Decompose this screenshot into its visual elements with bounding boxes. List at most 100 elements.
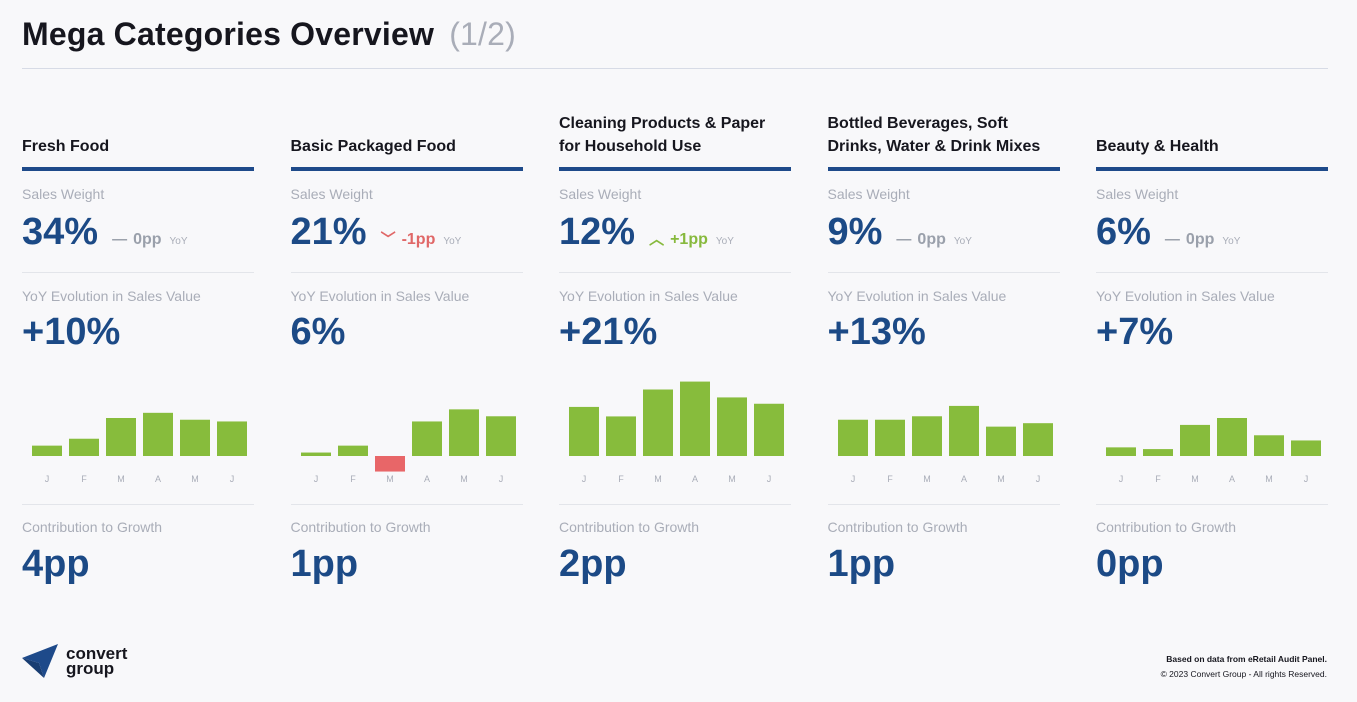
sales-weight-value: 12% bbox=[559, 211, 636, 253]
bar-2 bbox=[106, 418, 136, 456]
category-card: Fresh Food Sales Weight 34% — 0pp YoY YoY … bbox=[22, 110, 254, 590]
divider bbox=[22, 272, 254, 273]
chevron-up-icon: ︿ bbox=[649, 231, 665, 248]
bar-4 bbox=[180, 419, 210, 456]
bar-0 bbox=[569, 406, 599, 456]
yoy-evolution-label: YoY Evolution in Sales Value bbox=[22, 288, 201, 304]
sales-weight-label: Sales Weight bbox=[22, 186, 105, 202]
bar-4 bbox=[1254, 435, 1284, 456]
category-name: Fresh Food bbox=[22, 138, 110, 155]
divider bbox=[827, 272, 1060, 273]
divider bbox=[559, 272, 791, 273]
bar-3 bbox=[411, 421, 442, 456]
sales-weight-label: Sales Weight bbox=[559, 186, 642, 202]
sales-weight-delta: — 0pp YoY bbox=[1165, 231, 1240, 249]
contribution-label: Contribution to Growth bbox=[827, 519, 968, 535]
month-label-4: M bbox=[997, 474, 1005, 484]
dash-icon: — bbox=[112, 231, 128, 248]
contribution-value: 1pp bbox=[290, 543, 359, 585]
category-underline bbox=[827, 167, 1060, 171]
bar-2 bbox=[374, 456, 405, 472]
yoy-evolution-value: 6% bbox=[290, 311, 346, 353]
bar-3 bbox=[680, 381, 710, 456]
contribution-label: Contribution to Growth bbox=[1096, 519, 1237, 535]
sales-weight-row: 12% ︿ +1pp YoY bbox=[559, 210, 734, 254]
title-divider bbox=[22, 68, 1328, 69]
month-label-0: J bbox=[1119, 474, 1124, 484]
category-card: Cleaning Products & Paper for Household … bbox=[559, 110, 791, 590]
yoy-evolution-value: +21% bbox=[559, 311, 658, 353]
yoy-evolution-label: YoY Evolution in Sales Value bbox=[827, 288, 1007, 304]
month-label-2: M bbox=[117, 474, 125, 484]
sales-weight-row: 6% — 0pp YoY bbox=[1096, 210, 1240, 254]
yoy-tag: YoY bbox=[953, 236, 972, 247]
divider bbox=[290, 272, 523, 273]
category-name: Beauty & Health bbox=[1096, 138, 1219, 155]
month-label-3: A bbox=[960, 474, 966, 484]
divider bbox=[22, 504, 254, 505]
yoy-tag: YoY bbox=[715, 236, 734, 247]
sales-weight-value: 34% bbox=[22, 211, 99, 253]
bar-5 bbox=[485, 416, 516, 456]
month-label-0: J bbox=[45, 474, 50, 484]
delta-value: -1pp bbox=[401, 231, 436, 248]
category-card: Basic Packaged Food Sales Weight 21% ﹀ -1… bbox=[290, 110, 523, 590]
yoy-tag: YoY bbox=[1222, 236, 1241, 247]
month-label-5: J bbox=[498, 474, 503, 484]
bar-1 bbox=[69, 438, 99, 456]
bar-0 bbox=[300, 452, 331, 456]
convert-group-logo: convert group bbox=[22, 642, 127, 680]
month-label-0: J bbox=[313, 474, 318, 484]
bar-2 bbox=[643, 389, 673, 456]
delta-value: 0pp bbox=[133, 231, 162, 248]
yoy-evolution-label: YoY Evolution in Sales Value bbox=[559, 288, 738, 304]
sales-weight-delta: — 0pp YoY bbox=[896, 231, 971, 249]
contribution-label: Contribution to Growth bbox=[559, 519, 700, 535]
bar-4 bbox=[448, 409, 479, 456]
yoy-evolution-value: +10% bbox=[22, 311, 121, 353]
category-card: Beauty & Health Sales Weight 6% — 0pp YoY … bbox=[1096, 110, 1328, 590]
divider bbox=[1096, 272, 1328, 273]
yoy-tag: YoY bbox=[169, 236, 188, 247]
month-label-4: M bbox=[1265, 474, 1273, 484]
yoy-evolution-value: +7% bbox=[1096, 311, 1174, 353]
category-name: Cleaning Products & Paper for Household … bbox=[559, 115, 766, 155]
bar-1 bbox=[606, 416, 636, 456]
month-label-1: F bbox=[81, 474, 87, 484]
footer-notes: Based on data from eRetail Audit Panel. … bbox=[1161, 652, 1327, 682]
delta-value: 0pp bbox=[1185, 231, 1215, 248]
month-label-2: M bbox=[1191, 474, 1199, 484]
logo-line-1: convert bbox=[66, 644, 128, 663]
category-name: Bottled Beverages, Soft Drinks, Water & … bbox=[827, 115, 1041, 155]
month-label-4: M bbox=[191, 474, 199, 484]
chevron-down-icon: ﹀ bbox=[380, 231, 396, 248]
month-label-0: J bbox=[850, 474, 855, 484]
divider bbox=[559, 504, 791, 505]
month-label-0: J bbox=[582, 474, 587, 484]
dash-icon: — bbox=[896, 231, 912, 248]
contribution-label: Contribution to Growth bbox=[22, 519, 163, 535]
bar-4 bbox=[985, 426, 1016, 456]
bar-3 bbox=[143, 412, 173, 456]
category-underline bbox=[22, 167, 254, 171]
sales-weight-delta: — 0pp YoY bbox=[112, 231, 187, 249]
month-label-3: A bbox=[692, 474, 698, 484]
sales-weight-label: Sales Weight bbox=[827, 186, 910, 202]
month-label-5: J bbox=[1035, 474, 1040, 484]
month-label-3: A bbox=[155, 474, 161, 484]
page-title: Mega Categories Overview (1/2) bbox=[22, 16, 516, 53]
month-label-3: A bbox=[1229, 474, 1235, 484]
bar-2 bbox=[911, 416, 942, 456]
bar-3 bbox=[948, 405, 979, 456]
divider bbox=[827, 504, 1060, 505]
bar-0 bbox=[837, 419, 868, 456]
contribution-value: 4pp bbox=[22, 543, 90, 585]
sales-weight-row: 34% — 0pp YoY bbox=[22, 210, 188, 254]
source-note: Based on data from eRetail Audit Panel. bbox=[1166, 654, 1327, 664]
sales-weight-value: 21% bbox=[290, 211, 367, 253]
bar-5 bbox=[217, 421, 247, 456]
yoy-evolution-value: +13% bbox=[827, 311, 926, 353]
